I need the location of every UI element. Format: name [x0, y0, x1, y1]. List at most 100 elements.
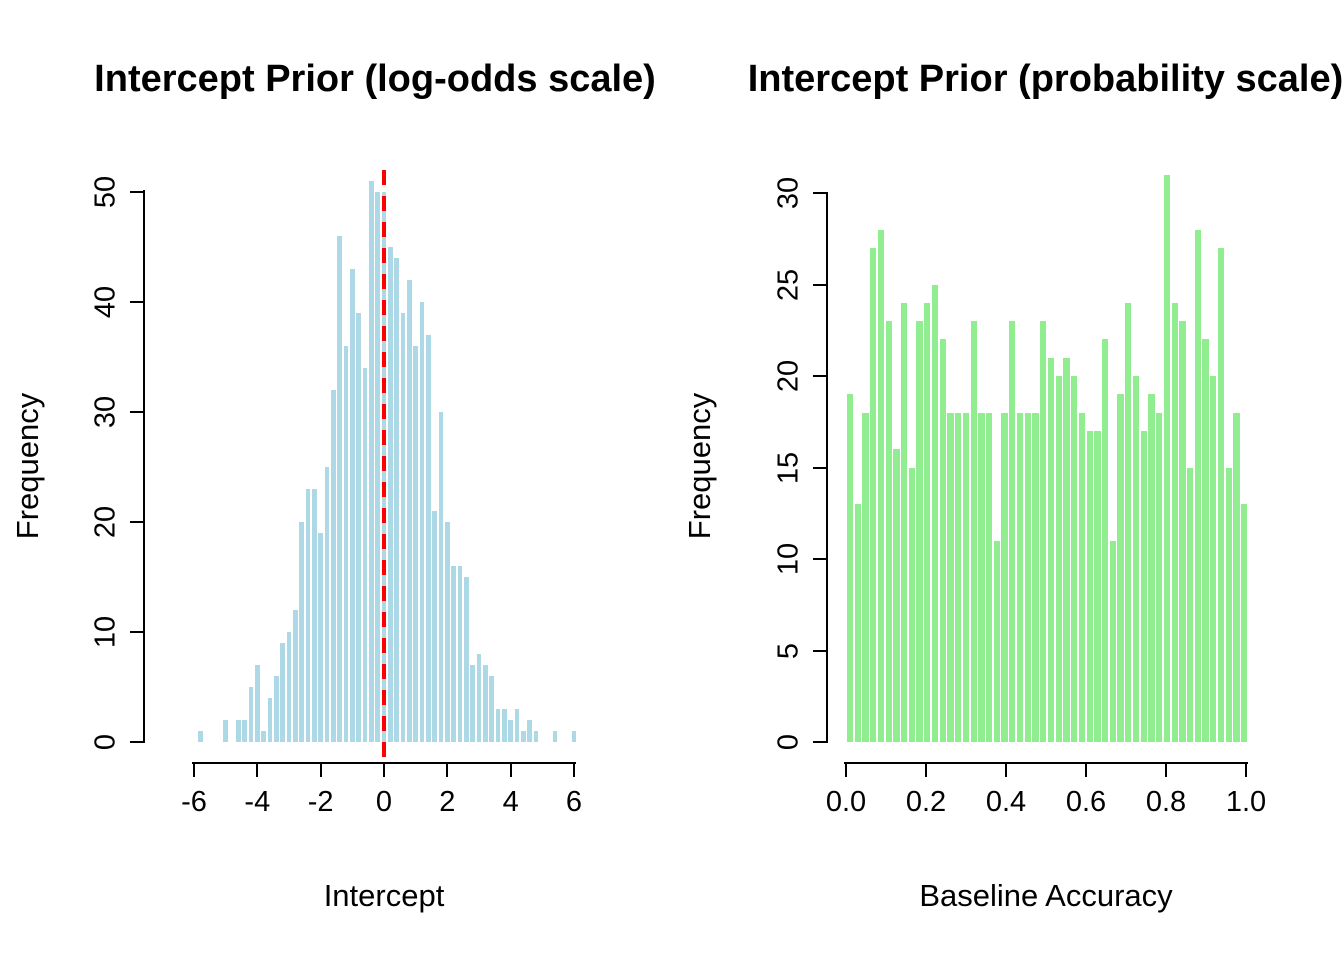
histogram-bar	[931, 284, 939, 742]
x-tick-label: -6	[181, 786, 207, 818]
histogram-bar	[508, 720, 514, 742]
histogram-bar	[1132, 376, 1140, 742]
histogram-bar	[330, 390, 336, 742]
y-tick-label: 20	[772, 359, 805, 393]
histogram-bar	[870, 247, 877, 742]
y-tick-label: 50	[89, 175, 122, 209]
x-tick	[319, 762, 322, 777]
histogram-bar	[908, 467, 915, 742]
histogram-bar	[318, 533, 324, 742]
histogram-bar	[1194, 229, 1202, 742]
y-tick	[130, 631, 143, 633]
histogram-bar	[1040, 321, 1047, 742]
x-tick-label: -4	[244, 786, 271, 818]
histogram-bar	[463, 577, 469, 742]
histogram-bar	[1217, 247, 1225, 742]
y-tick	[813, 375, 826, 377]
histogram-bar	[1163, 174, 1171, 742]
histogram-bar	[533, 731, 539, 742]
histogram-bar	[885, 321, 892, 742]
histogram-bar	[1009, 321, 1016, 742]
x-tick-label: 1.0	[1225, 786, 1267, 818]
right-y-axis-title: Frequency	[682, 392, 717, 540]
histogram-bar	[1148, 394, 1155, 742]
histogram-bar	[438, 412, 444, 742]
x-tick	[573, 762, 575, 777]
histogram-bar	[368, 181, 374, 742]
y-tick	[130, 411, 143, 413]
y-tick	[130, 191, 143, 193]
histogram-bar	[451, 566, 457, 742]
histogram-bar	[1071, 376, 1078, 742]
histogram-bar	[324, 467, 330, 742]
histogram-bar	[261, 731, 267, 742]
x-tick-label: -2	[307, 786, 334, 818]
histogram-bar	[311, 489, 317, 742]
y-tick-label: 40	[89, 285, 122, 319]
histogram-bar	[337, 236, 343, 742]
histogram-bar	[1086, 430, 1093, 742]
histogram-bar	[877, 229, 885, 742]
histogram-bar	[947, 412, 954, 742]
histogram-bar	[356, 313, 362, 742]
histogram-bar	[242, 720, 248, 742]
histogram-bar	[425, 335, 431, 742]
histogram-bar	[916, 321, 923, 742]
x-tick	[256, 762, 259, 777]
y-tick-label: 5	[772, 642, 805, 659]
histogram-bar	[854, 504, 861, 742]
histogram-bar	[501, 709, 507, 742]
histogram-bar	[362, 368, 368, 742]
histogram-bar	[527, 720, 533, 742]
x-tick-label: 0.8	[1145, 786, 1187, 818]
histogram-bar	[1078, 412, 1086, 742]
y-tick-label: 30	[772, 176, 805, 210]
histogram-bar	[1140, 430, 1147, 742]
x-tick-label: 4	[502, 786, 519, 818]
histogram-bar	[223, 720, 229, 742]
y-tick-label: 25	[772, 268, 805, 301]
y-tick-label: 30	[89, 395, 122, 429]
y-tick	[813, 741, 826, 743]
histogram-bar	[1187, 467, 1194, 742]
histogram-bar	[1202, 339, 1209, 742]
histogram-bar	[1179, 321, 1186, 742]
histogram-bar	[267, 698, 273, 742]
histogram-bar	[305, 489, 311, 742]
y-tick	[813, 649, 826, 652]
right-x-axis-title: Baseline Accuracy	[919, 878, 1173, 913]
histogram-bar	[235, 720, 241, 742]
x-tick-label: 0.0	[825, 786, 867, 818]
histogram-bar	[520, 731, 526, 742]
x-axis-line	[844, 762, 1248, 764]
histogram-bar	[552, 731, 558, 742]
histogram-bar	[413, 346, 419, 742]
histogram-bar	[495, 709, 501, 742]
histogram-bar	[955, 412, 962, 742]
y-axis-line	[826, 192, 828, 743]
histogram-bar	[1024, 412, 1031, 742]
x-tick-label: 2	[439, 786, 456, 818]
histogram-bar	[248, 687, 254, 742]
histogram-bar	[978, 412, 985, 742]
histogram-bar	[1101, 339, 1109, 742]
histogram-bar	[924, 302, 931, 742]
reference-line-zero	[382, 170, 386, 768]
histogram-bar	[444, 522, 450, 742]
right-chart-title: Intercept Prior (probability scale)	[747, 58, 1344, 100]
x-tick-label: 0.2	[905, 786, 947, 818]
y-axis-line	[143, 190, 145, 743]
x-tick	[446, 762, 449, 777]
histogram-bar	[962, 412, 970, 742]
histogram-bar	[470, 665, 476, 742]
left-y-axis-title: Frequency	[10, 392, 45, 540]
y-tick-label: 0	[89, 733, 122, 751]
x-tick	[1245, 762, 1247, 777]
histogram-bar	[343, 346, 349, 742]
histogram-bar	[1109, 540, 1116, 742]
histogram-bar	[970, 321, 977, 742]
histogram-bar	[514, 709, 520, 742]
histogram-bar	[482, 665, 488, 742]
histogram-bar	[197, 731, 203, 742]
